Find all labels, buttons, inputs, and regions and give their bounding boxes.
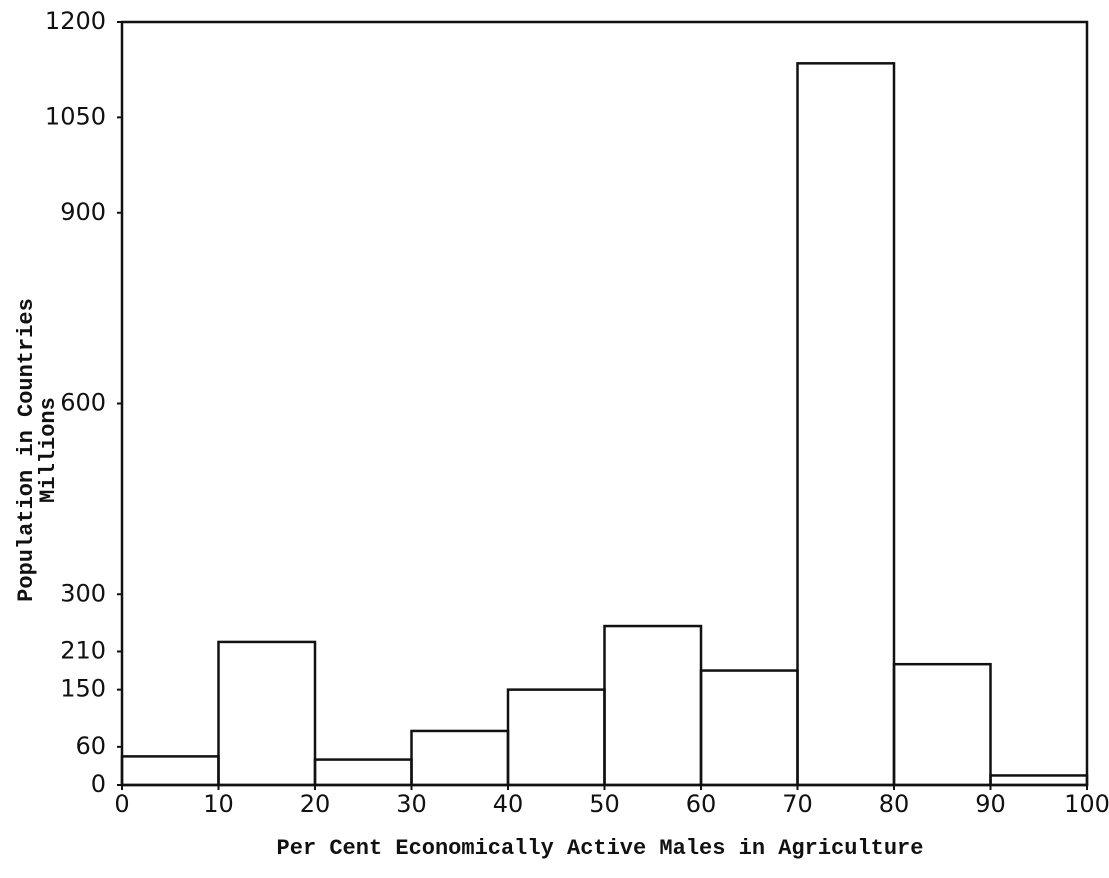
- y-tick-label: 1050: [45, 102, 106, 130]
- x-axis-label: Per Cent Economically Active Males in Ag…: [277, 836, 924, 861]
- x-tick-label: 20: [300, 790, 331, 818]
- y-tick-label: 150: [60, 675, 106, 703]
- y-tick-label: 300: [60, 579, 106, 607]
- y-tick-label: 900: [60, 198, 106, 226]
- y-axis-label: Millions: [36, 397, 61, 503]
- y-tick-label: 1200: [45, 7, 106, 35]
- x-tick-label: 90: [975, 790, 1006, 818]
- y-tick-label: 0: [91, 770, 106, 798]
- bar: [313, 758, 413, 787]
- bar: [603, 624, 703, 787]
- y-tick-label: 600: [60, 389, 106, 417]
- bar: [217, 640, 317, 787]
- x-tick-label: 80: [879, 790, 910, 818]
- bar: [699, 669, 799, 787]
- x-tick-label: 60: [686, 790, 717, 818]
- bar: [506, 688, 606, 787]
- bar: [989, 774, 1089, 787]
- y-tick-label: 60: [75, 732, 106, 760]
- bar: [410, 729, 510, 787]
- bar: [120, 755, 220, 787]
- x-tick-label: 10: [203, 790, 234, 818]
- x-tick-label: 100: [1064, 790, 1109, 818]
- x-tick-label: 30: [396, 790, 427, 818]
- bar: [892, 662, 992, 787]
- x-tick-label: 70: [782, 790, 813, 818]
- y-axis-label: Population in Countries: [14, 298, 39, 602]
- x-tick-label: 40: [493, 790, 524, 818]
- y-tick-label: 210: [60, 636, 106, 664]
- bar: [796, 62, 896, 787]
- x-tick-label: 50: [589, 790, 620, 818]
- x-tick-label: 0: [114, 790, 129, 818]
